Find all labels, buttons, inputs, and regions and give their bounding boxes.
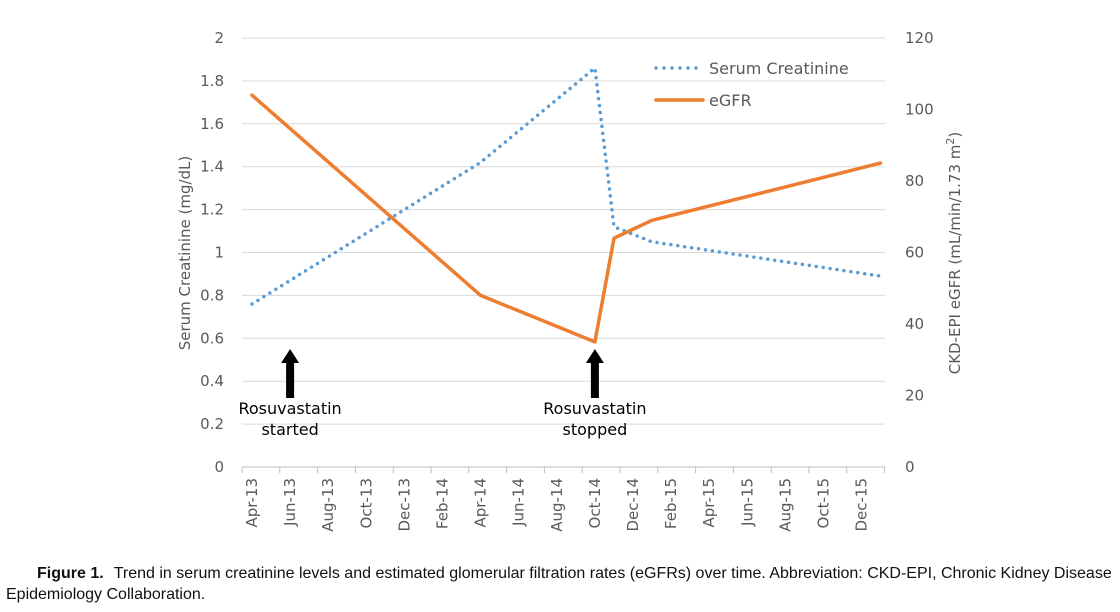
right-y-tick-label: 120 xyxy=(905,29,934,47)
grid-lines xyxy=(242,37,885,468)
chart: 0 0.2 0.4 0.6 0.8 1 1.2 1.4 1.6 1.8 2 0 20 40 60 80 100… xyxy=(176,29,964,532)
arrow-up-icon xyxy=(281,349,300,398)
right-y-tick-label: 100 xyxy=(905,101,934,119)
right-y-tick-label: 20 xyxy=(905,387,924,405)
x-tick-label: Jun-13 xyxy=(281,478,299,527)
left-y-axis-title: Serum Creatinine (mg/dL) xyxy=(176,156,194,351)
caption-label: Figure 1. xyxy=(37,565,104,582)
right-y-tick-label: 80 xyxy=(905,172,924,190)
x-tick-label: Apr-14 xyxy=(472,478,490,528)
x-tick-label: Apr-15 xyxy=(700,478,718,528)
left-y-tick-label: 1 xyxy=(214,244,224,262)
x-tick-label: Jun-14 xyxy=(510,478,528,527)
left-y-tick-label: 1.4 xyxy=(200,158,224,176)
left-y-tick-label: 1.2 xyxy=(200,201,224,219)
legend-label: Serum Creatinine xyxy=(709,59,849,78)
series-line-egfr xyxy=(250,93,883,344)
left-y-tick-label: 0.6 xyxy=(200,329,224,347)
annotations: Rosuvastatin started Rosuvastatin stopped xyxy=(238,349,647,439)
arrow-up-icon xyxy=(585,349,604,398)
x-tick-label: Aug-14 xyxy=(548,478,566,532)
x-tick-label: Oct-13 xyxy=(357,478,375,528)
annotation-label: Rosuvastatin xyxy=(543,399,646,418)
x-tick-label: Feb-15 xyxy=(662,478,680,529)
right-y-axis: 0 20 40 60 80 100 120 xyxy=(905,29,934,476)
x-tick-label: Oct-15 xyxy=(815,478,833,528)
x-tick-label: Oct-14 xyxy=(586,478,604,528)
left-y-tick-label: 1.8 xyxy=(200,72,224,90)
legend-label: eGFR xyxy=(709,91,752,110)
left-y-tick-label: 1.6 xyxy=(200,115,224,133)
x-tick-label: Jun-15 xyxy=(738,478,756,527)
x-tick-label: Aug-15 xyxy=(776,478,794,532)
right-y-tick-label: 60 xyxy=(905,244,924,262)
annotation-label: started xyxy=(261,420,318,439)
left-y-tick-label: 0 xyxy=(214,458,224,476)
left-y-tick-label: 0.4 xyxy=(200,372,224,390)
left-y-tick-label: 2 xyxy=(214,29,224,47)
left-y-axis: 0 0.2 0.4 0.6 0.8 1 1.2 1.4 1.6 1.8 2 xyxy=(200,29,224,476)
x-axis: Apr-13 Jun-13 Aug-13 Oct-13 Dec-13 Feb-14 Apr-… xyxy=(241,467,886,532)
series-layer xyxy=(250,66,883,344)
x-tick-label: Dec-13 xyxy=(395,478,413,532)
x-tick-label: Dec-15 xyxy=(853,478,871,532)
legend: Serum Creatinine eGFR xyxy=(654,59,849,110)
right-y-tick-label: 40 xyxy=(905,315,924,333)
left-y-tick-label: 0.2 xyxy=(200,415,224,433)
x-tick-label: Apr-13 xyxy=(243,478,261,528)
x-tick-label: Feb-14 xyxy=(434,478,452,529)
right-y-axis-title: CKD-EPI eGFR (mL/min/1.73 m2) xyxy=(944,132,964,375)
figure-caption: Figure 1. Trend in serum creatinine level… xyxy=(6,563,1116,605)
left-y-tick-label: 0.8 xyxy=(200,286,224,304)
x-tick-label: Dec-14 xyxy=(624,478,642,532)
annotation-label: Rosuvastatin xyxy=(238,399,341,418)
series-line-serum-creatinine xyxy=(250,66,883,306)
caption-text: Trend in serum creatinine levels and est… xyxy=(6,565,1112,603)
annotation-label: stopped xyxy=(563,420,628,439)
right-y-tick-label: 0 xyxy=(905,458,915,476)
x-tick-label: Aug-13 xyxy=(319,478,337,532)
